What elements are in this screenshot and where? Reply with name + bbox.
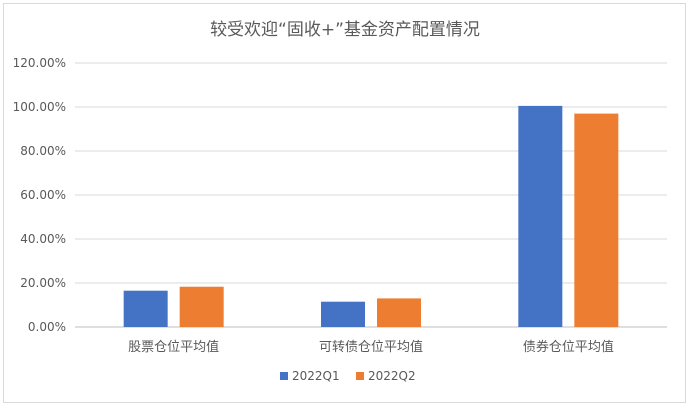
legend-label: 2022Q1 bbox=[292, 369, 340, 383]
y-tick-label: 60.00% bbox=[20, 188, 66, 202]
chart-frame bbox=[3, 3, 686, 403]
category-label: 股票仓位平均值 bbox=[128, 339, 219, 355]
bar-2022Q1-1 bbox=[123, 290, 168, 327]
bar-2022Q2-3 bbox=[574, 113, 619, 327]
legend-swatch bbox=[280, 372, 288, 380]
x-axis-categories: 股票仓位平均值 可转债仓位平均值 债券仓位平均值 bbox=[128, 339, 614, 355]
category-label: 可转债仓位平均值 bbox=[319, 339, 423, 355]
chart-title: 较受欢迎“固收+”基金资产配置情况 bbox=[210, 20, 480, 40]
y-tick-label: 100.00% bbox=[13, 100, 66, 114]
legend-label: 2022Q2 bbox=[368, 369, 416, 383]
category-label: 债券仓位平均值 bbox=[523, 339, 614, 355]
y-tick-label: 0.00% bbox=[28, 320, 66, 334]
y-tick-label: 40.00% bbox=[20, 232, 66, 246]
y-axis-ticks: 0.00% 20.00% 40.00% 60.00% 80.00% 100.00% 120.… bbox=[13, 56, 66, 334]
bar-2022Q2-2 bbox=[377, 298, 421, 327]
legend: 2022Q1 2022Q2 bbox=[280, 369, 416, 383]
bars bbox=[123, 105, 619, 328]
bar-2022Q2-1 bbox=[179, 286, 224, 327]
y-tick-label: 80.00% bbox=[20, 144, 66, 158]
y-tick-label: 20.00% bbox=[20, 276, 66, 290]
bar-2022Q1-3 bbox=[518, 105, 563, 328]
bar-2022Q1-2 bbox=[321, 301, 365, 327]
y-tick-label: 120.00% bbox=[13, 56, 66, 70]
legend-swatch bbox=[356, 372, 364, 380]
gridlines bbox=[75, 62, 667, 328]
